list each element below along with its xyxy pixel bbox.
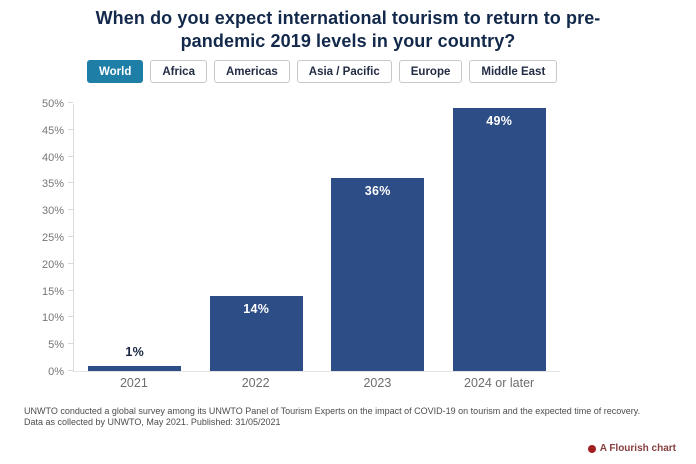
y-axis-tick-label: 25% xyxy=(41,232,64,244)
bar-column: 14% xyxy=(196,104,318,371)
plot-area: 1% 14% 36% 49% xyxy=(68,102,560,372)
region-filter-tabs: World Africa Americas Asia / Pacific Europe M… xyxy=(87,60,558,83)
flourish-attribution-label: A Flourish chart xyxy=(599,443,676,454)
y-axis-tick xyxy=(68,102,73,103)
y-axis-tick xyxy=(68,236,73,237)
y-axis-tick-label: 35% xyxy=(41,178,64,191)
footnote-survey: UNWTO conducted a global survey among it… xyxy=(24,406,641,416)
y-axis-tick xyxy=(68,289,73,291)
y-axis-tick xyxy=(68,209,73,211)
bar-value-label: 36% xyxy=(364,184,391,199)
y-axis-tick-label: 5% xyxy=(48,339,64,352)
x-axis: 2021 2022 2023 2024 or later xyxy=(73,376,560,390)
bar-2022[interactable]: 14% xyxy=(209,295,303,371)
y-axis-tick-label: 30% xyxy=(41,205,64,218)
flourish-attribution-link[interactable]: A Flourish chart xyxy=(587,443,676,454)
tab-asia-pacific[interactable]: Asia / Pacific xyxy=(296,60,392,83)
footnote-source: Data as collected by UNWTO, May 2021. Pu… xyxy=(24,416,281,427)
y-axis-tick-label: 0% xyxy=(48,366,64,378)
y-axis-tick xyxy=(68,262,73,264)
x-axis-label: 2024 or later xyxy=(464,376,535,390)
x-axis-label: 2021 xyxy=(119,376,148,390)
bar-value-label: 49% xyxy=(486,114,513,129)
bar-2024-or-later[interactable]: 49% xyxy=(452,108,546,371)
chart-title: When do you expect international tourism… xyxy=(0,7,696,53)
y-axis-tick xyxy=(68,155,73,157)
flourish-logo-icon xyxy=(587,444,596,453)
bar-column: 49% xyxy=(439,104,561,371)
y-axis-tick xyxy=(68,343,73,345)
bar-value-label: 1% xyxy=(125,344,145,359)
x-axis-label: 2023 xyxy=(363,376,392,390)
y-axis-tick xyxy=(68,370,73,371)
footnote: UNWTO conducted a global survey among it… xyxy=(24,406,674,427)
bar-column: 1% xyxy=(74,104,196,371)
y-axis-tick-label: 20% xyxy=(41,258,64,271)
y-axis-tick-label: 10% xyxy=(41,312,64,325)
chart-title-line1: When do you expect international tourism… xyxy=(95,8,601,28)
tab-world[interactable]: World xyxy=(87,60,144,83)
bar-2023[interactable]: 36% xyxy=(331,178,425,371)
bar-value-label: 14% xyxy=(243,301,270,316)
x-axis-label: 2022 xyxy=(241,376,270,390)
y-axis-tick-label: 40% xyxy=(41,151,64,164)
y-axis-tick xyxy=(68,316,73,318)
y-axis-tick-label: 45% xyxy=(41,124,64,137)
tab-africa[interactable]: Africa xyxy=(150,60,207,83)
bar-column: 36% xyxy=(317,104,439,371)
y-axis-tick-label: 50% xyxy=(41,98,64,110)
y-axis-tick xyxy=(68,128,73,130)
tab-europe[interactable]: Europe xyxy=(398,60,463,83)
y-axis-tick xyxy=(68,182,73,184)
bar-2021[interactable]: 1% xyxy=(88,345,182,371)
tab-americas[interactable]: Americas xyxy=(213,60,290,83)
bar-series: 1% 14% 36% 49% xyxy=(74,104,560,371)
tab-middle-east[interactable]: Middle East xyxy=(469,60,558,83)
y-axis: 0% 5% 10% 15% 20% 25% 30% 35% 40% 45% 50% xyxy=(0,98,64,378)
y-axis-tick-label: 15% xyxy=(41,285,64,298)
chart-title-line2: pandemic 2019 levels in your country? xyxy=(180,31,516,51)
